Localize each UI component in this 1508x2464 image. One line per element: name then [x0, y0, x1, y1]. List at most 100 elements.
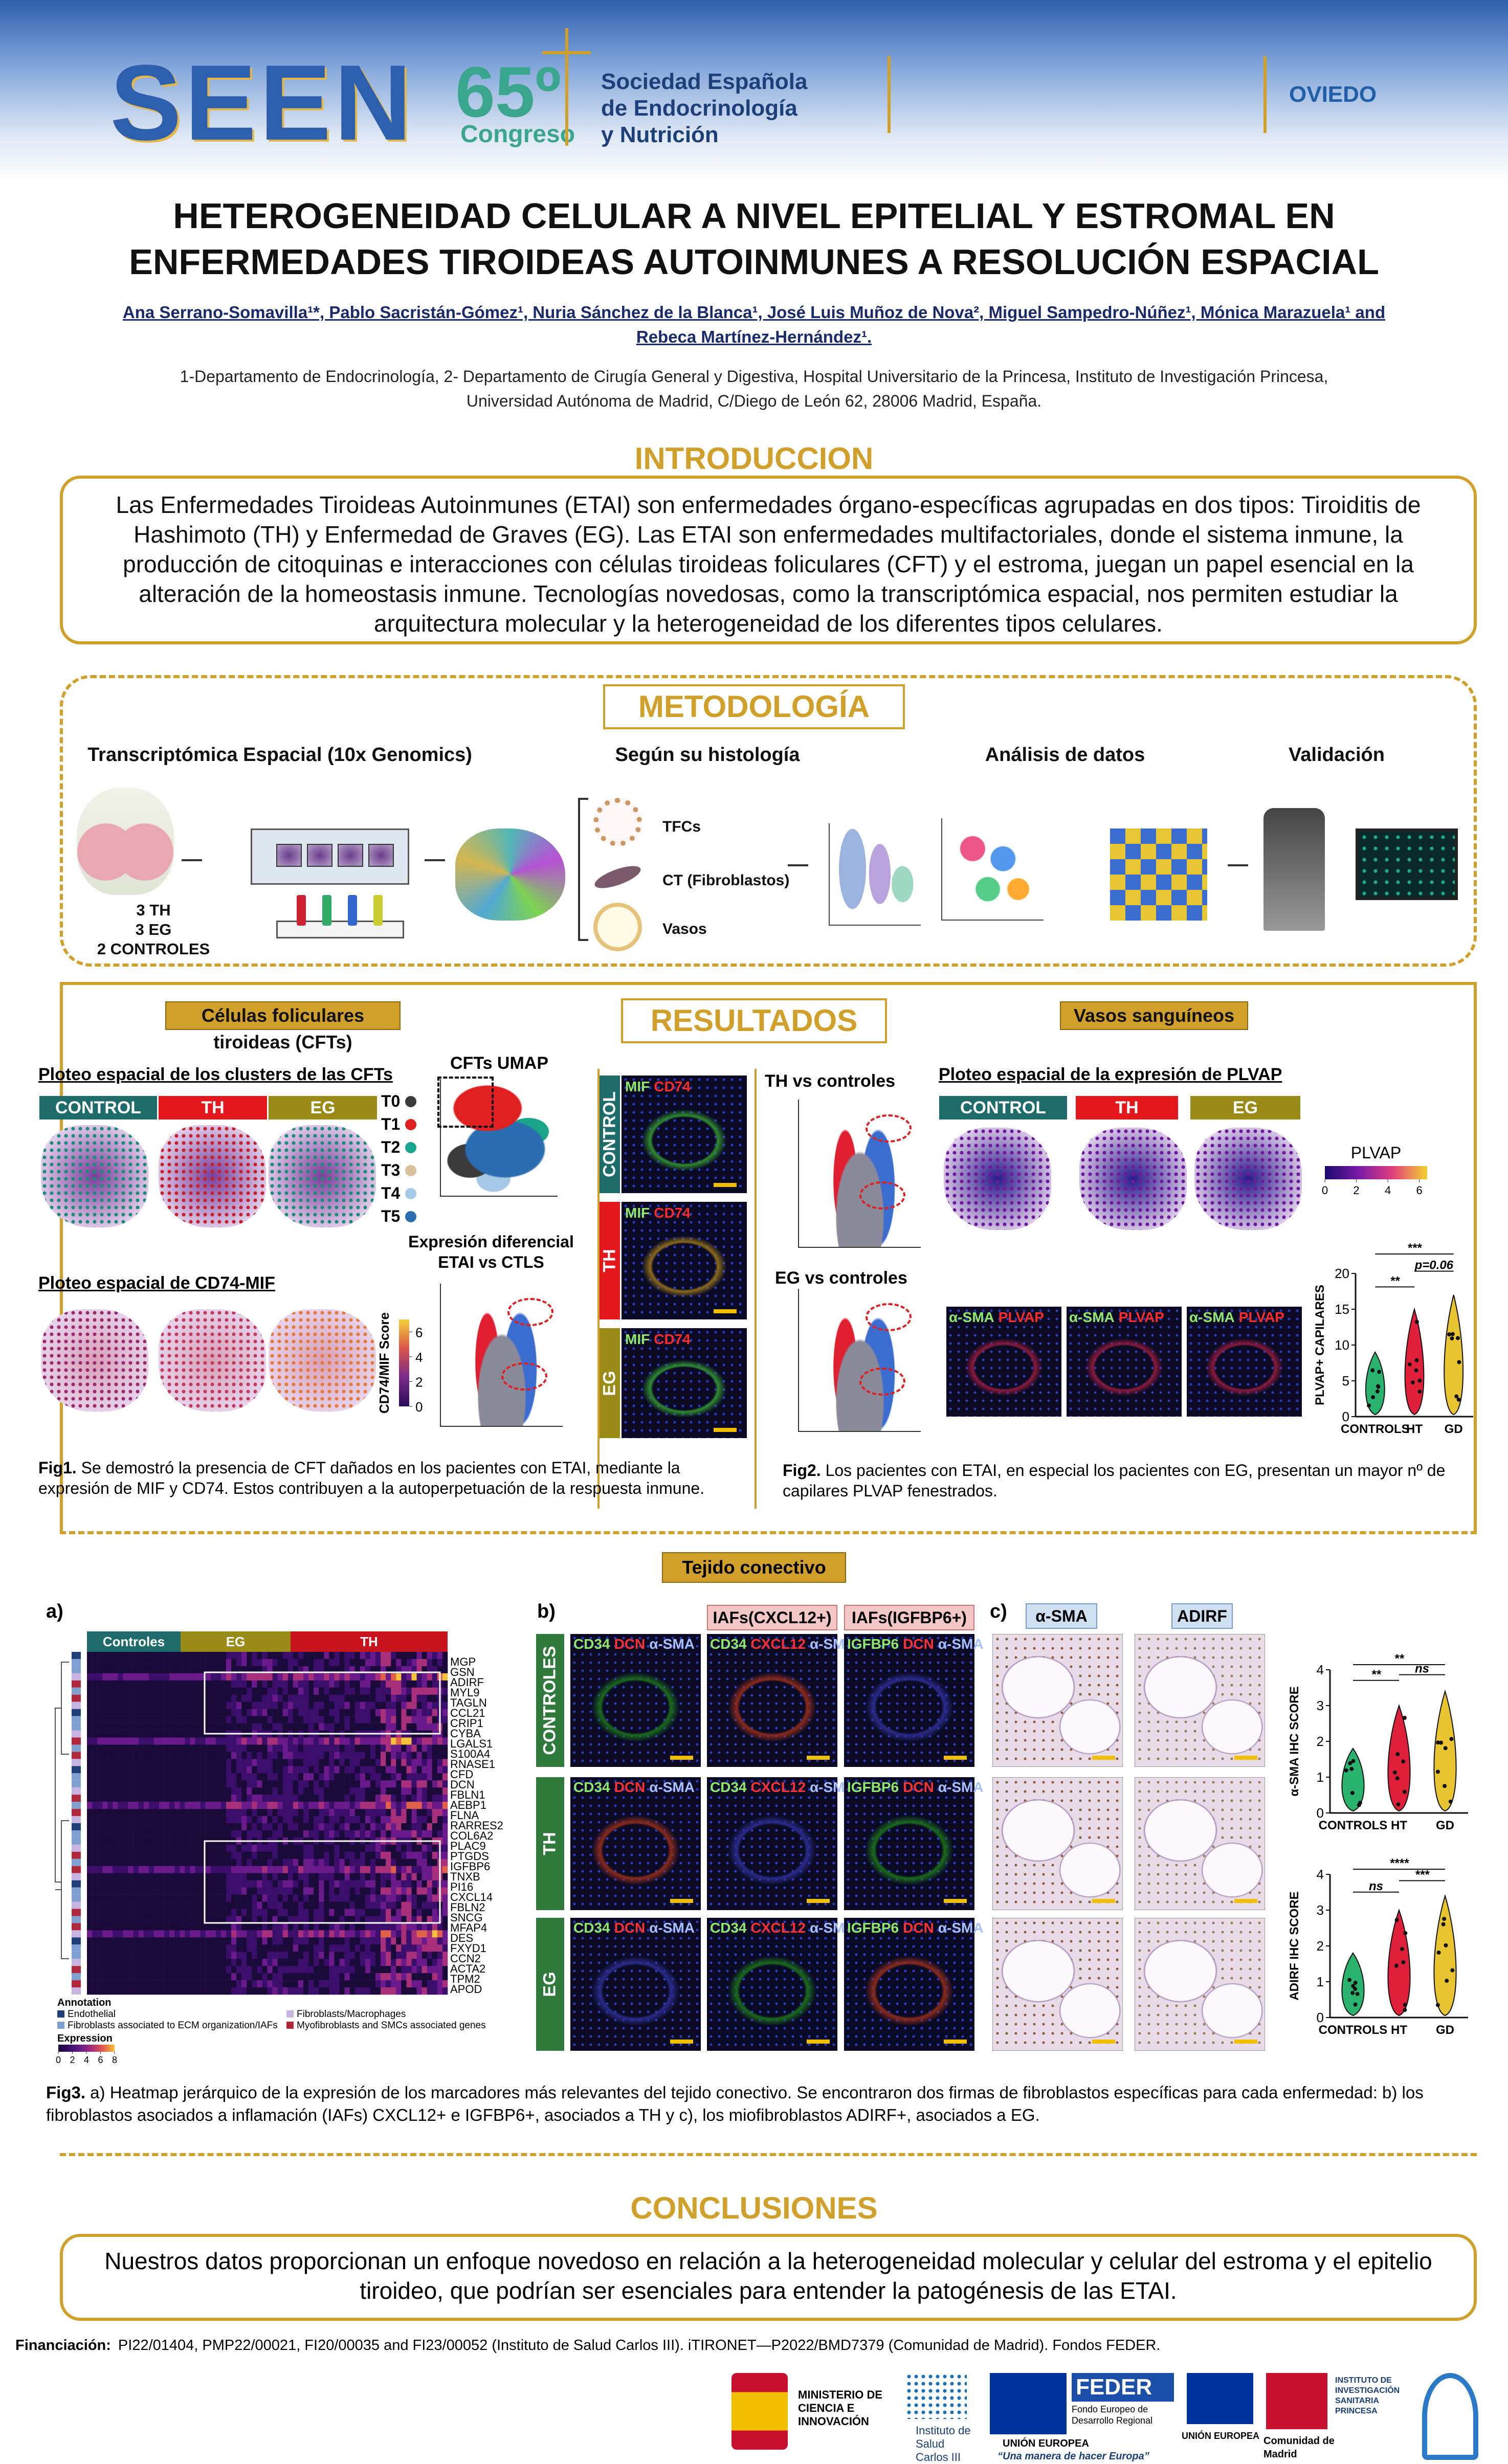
gene-label: FLNA	[450, 1809, 479, 1822]
heatmap-cell	[231, 1795, 237, 1802]
heatmap-cell	[406, 1744, 412, 1752]
heatmap-cell	[180, 1858, 185, 1867]
heatmap-cell	[282, 1666, 289, 1674]
heatmap-cell	[257, 1795, 262, 1802]
heatmap-cell	[360, 1823, 366, 1831]
heatmap-cell	[416, 1987, 422, 1995]
heatmap-cell	[365, 1773, 371, 1781]
heatmap-cell	[422, 1773, 428, 1781]
heatmap-cell	[200, 1802, 206, 1809]
heatmap-cell	[298, 1652, 304, 1660]
heatmap-cell	[133, 1823, 139, 1831]
heatmap-cell	[329, 1716, 335, 1723]
heatmap-cell	[169, 1830, 175, 1838]
heatmap-cell	[391, 1816, 396, 1824]
heatmap-cell	[153, 1916, 160, 1923]
heatmap-cell	[391, 1858, 396, 1867]
heatmap-cell	[118, 1737, 123, 1745]
heatmap-cell	[87, 1937, 93, 1945]
heatmap-cell	[437, 1809, 443, 1817]
heatmap-cell	[272, 1737, 278, 1745]
violin-point	[1353, 2002, 1358, 2007]
violin-point	[1344, 1768, 1348, 1773]
gene-label: PLAC9	[450, 1840, 486, 1852]
heatmap-cell	[226, 1716, 232, 1723]
heatmap-cell	[411, 1866, 417, 1874]
heatmap-cell	[437, 1966, 443, 1974]
heatmap-cell	[349, 1930, 356, 1938]
heatmap-cell	[308, 1752, 314, 1759]
heatmap-cell	[365, 1723, 371, 1731]
heatmap-cell	[354, 1666, 361, 1674]
if-image	[844, 1777, 974, 1910]
annotation-cell	[72, 1901, 81, 1909]
heatmap-cell	[226, 1816, 232, 1824]
heatmap-cell	[319, 1694, 324, 1703]
heatmap-cell	[401, 1666, 407, 1674]
heatmap-cell	[324, 1687, 329, 1695]
heatmap-cell	[195, 1809, 201, 1817]
cluster-dot	[405, 1188, 416, 1199]
heatmap-cell	[190, 1723, 195, 1731]
heatmap-cell	[123, 1802, 128, 1809]
y-tick-label: 3	[1317, 1902, 1324, 1918]
if-image	[622, 1328, 747, 1438]
heatmap-cell	[422, 1709, 428, 1716]
heatmap-cell	[200, 1837, 206, 1845]
heatmap-cell	[344, 1901, 350, 1909]
heatmap-cell	[190, 1937, 195, 1945]
heatmap-cell	[360, 1858, 366, 1867]
heatmap-cell	[143, 1759, 149, 1766]
heatmap-cell	[406, 1894, 412, 1902]
heatmap-cell	[174, 1966, 180, 1974]
heatmap-cell	[339, 1873, 345, 1880]
heatmap-cell	[128, 1837, 134, 1845]
heatmap-cell	[314, 1652, 319, 1660]
heatmap-cell	[200, 1887, 206, 1895]
heatmap-cell	[293, 1780, 299, 1788]
heatmap-cell	[215, 1830, 221, 1838]
heatmap-cell	[231, 1944, 237, 1952]
annotation-cell	[72, 1980, 81, 1988]
heatmap-cell	[308, 1909, 314, 1916]
heatmap-cell	[102, 1673, 108, 1681]
heatmap-cell	[437, 1823, 443, 1831]
heatmap-cell	[282, 1980, 289, 1988]
heatmap-cell	[195, 1923, 201, 1931]
heatmap-cell	[422, 1659, 428, 1667]
heatmap-cell	[401, 1980, 407, 1988]
heatmap-cell	[159, 1737, 165, 1745]
heatmap-cell	[174, 1773, 180, 1781]
x-tick-label: HT	[1406, 1422, 1423, 1436]
tissue-spot	[297, 895, 306, 926]
violin-point	[1402, 1789, 1407, 1794]
heatmap-cell	[143, 1766, 149, 1774]
heatmap-cell	[277, 1737, 283, 1745]
heatmap-cell	[416, 1851, 422, 1860]
heatmap-cell	[164, 1716, 170, 1723]
heatmap-cell	[293, 1959, 299, 1966]
heatmap-cell	[190, 1944, 195, 1952]
heatmap-cell	[236, 1987, 242, 1995]
heatmap-cell	[406, 1709, 412, 1716]
heatmap-cell	[324, 1716, 329, 1723]
heatmap-cell	[241, 1894, 247, 1902]
panel-title: Tejido conectivo	[662, 1552, 846, 1583]
heatmap-cell	[210, 1830, 216, 1838]
funding: Financiación: PI22/01404, PMP22/00021, FI…	[15, 2337, 1160, 2354]
heatmap-cell	[107, 1716, 113, 1723]
heatmap-cell	[220, 1873, 227, 1880]
heatmap-cell	[143, 1894, 149, 1902]
heatmap-cell	[174, 1873, 180, 1880]
scale-bar	[1092, 2040, 1115, 2044]
heatmap-cell	[334, 1659, 340, 1667]
heatmap-cell	[282, 1923, 289, 1931]
heatmap-cell	[319, 1830, 324, 1838]
heatmap-cell	[272, 1766, 278, 1774]
heatmap-cell	[102, 1830, 108, 1838]
heatmap-cell	[303, 1701, 309, 1709]
heatmap-cell	[314, 1916, 319, 1923]
heatmap-cell	[344, 1773, 350, 1781]
heatmap-cell	[262, 1795, 268, 1802]
heatmap-cell	[180, 1966, 185, 1974]
